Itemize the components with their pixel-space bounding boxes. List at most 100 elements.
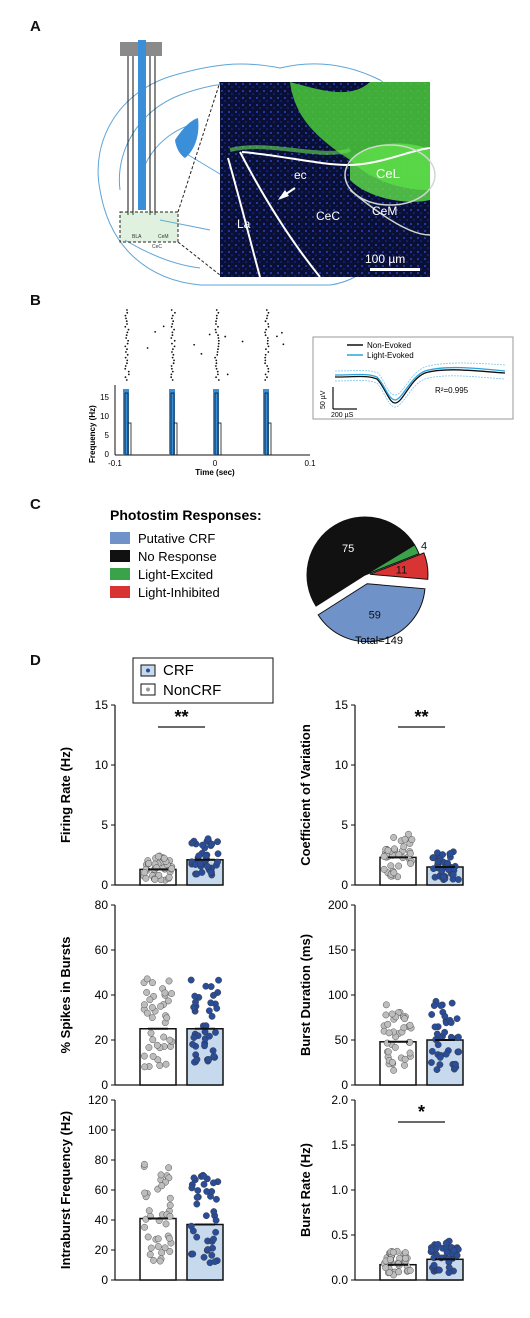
inset-r2: R²=0.995 bbox=[435, 386, 469, 395]
raster-spike bbox=[127, 328, 130, 331]
pie-total: Total=149 bbox=[355, 635, 403, 647]
raster-spike bbox=[216, 370, 219, 373]
micro-label-la: La bbox=[237, 217, 251, 231]
raster-spike bbox=[172, 320, 175, 323]
data-point bbox=[162, 1060, 170, 1068]
raster-spike bbox=[217, 337, 220, 339]
data-point bbox=[447, 1019, 455, 1026]
raster-spike bbox=[264, 373, 267, 376]
raster-spike bbox=[282, 343, 285, 346]
data-point bbox=[155, 852, 162, 860]
data-point bbox=[166, 1248, 174, 1255]
data-point bbox=[141, 1223, 148, 1231]
raster-spike bbox=[171, 370, 174, 373]
data-point bbox=[166, 1194, 174, 1202]
data-point bbox=[145, 1044, 153, 1051]
data-point bbox=[145, 1207, 153, 1215]
raster-spike bbox=[226, 373, 229, 376]
raster-spike bbox=[173, 339, 176, 342]
raster-spike bbox=[126, 353, 129, 356]
y-tick-label: 40 bbox=[95, 1213, 109, 1227]
data-point bbox=[207, 868, 215, 876]
raster-spike bbox=[217, 325, 219, 328]
raster-spike bbox=[146, 347, 149, 349]
data-point bbox=[193, 1200, 201, 1208]
raster-spike bbox=[266, 376, 268, 379]
raster-spike bbox=[200, 352, 203, 355]
bar-chart-4: 0 50 100 150 200 Burst Duration (ms) bbox=[298, 898, 464, 1092]
raster-spike bbox=[125, 337, 128, 339]
raster-spike bbox=[215, 317, 218, 320]
data-point bbox=[188, 1184, 196, 1192]
raster-spike bbox=[267, 323, 270, 325]
pie-legend-swatch bbox=[110, 550, 130, 562]
significance-marker: ** bbox=[174, 707, 188, 727]
raster-spike bbox=[215, 309, 218, 311]
raster-spike bbox=[171, 314, 174, 317]
raster-spike bbox=[266, 365, 269, 367]
data-point bbox=[141, 1001, 148, 1009]
data-point bbox=[188, 839, 196, 847]
zoom-box bbox=[119, 211, 179, 243]
raster-spike bbox=[170, 309, 173, 311]
micro-label-ec: ec bbox=[294, 168, 307, 182]
data-point bbox=[452, 1060, 459, 1068]
y-tick-label: 10 bbox=[335, 758, 349, 772]
raster-spike bbox=[265, 328, 267, 331]
data-point bbox=[436, 1053, 444, 1061]
data-point bbox=[380, 865, 388, 873]
data-point bbox=[161, 1244, 169, 1252]
y-tick-label: 50 bbox=[335, 1033, 349, 1047]
micro-label-cem: CeM bbox=[372, 204, 397, 218]
micrograph bbox=[220, 82, 436, 278]
data-point bbox=[187, 976, 195, 984]
raster-spike bbox=[126, 362, 128, 365]
data-point bbox=[208, 1251, 216, 1259]
data-point bbox=[141, 1189, 148, 1197]
raster-spike bbox=[124, 376, 127, 379]
pie-legend: Putative CRF No Response Light-Excited Ligh… bbox=[110, 531, 220, 600]
data-point bbox=[440, 873, 447, 881]
data-point bbox=[194, 1187, 202, 1194]
raster-spike bbox=[171, 323, 174, 325]
psth-xlabel: Time (sec) bbox=[195, 468, 235, 477]
data-point bbox=[158, 1182, 166, 1190]
pie-legend-swatch bbox=[110, 532, 130, 544]
psth-ylabel: Frequency (Hz) bbox=[88, 405, 97, 463]
psth-xtick-zero: 0 bbox=[213, 459, 218, 468]
y-tick-label: 15 bbox=[95, 698, 109, 712]
data-point bbox=[212, 1228, 220, 1236]
raster-spike bbox=[170, 373, 173, 376]
y-tick-label: 5 bbox=[101, 818, 108, 832]
atlas-label-cem: CeM bbox=[158, 234, 169, 240]
raster-spike bbox=[215, 331, 217, 334]
raster-spike bbox=[125, 334, 128, 337]
raster-spike bbox=[264, 362, 266, 365]
raster-spike bbox=[124, 314, 127, 317]
data-point bbox=[400, 843, 408, 851]
pie-legend-swatch bbox=[110, 586, 130, 598]
data-point bbox=[204, 835, 212, 843]
data-point bbox=[455, 1033, 462, 1041]
data-point bbox=[385, 1029, 393, 1037]
raster-spike bbox=[174, 311, 176, 314]
y-tick-label: 1.0 bbox=[331, 1183, 348, 1197]
data-point bbox=[382, 1011, 390, 1019]
data-point bbox=[434, 858, 442, 866]
data-point bbox=[156, 1257, 164, 1265]
data-point bbox=[384, 847, 392, 854]
data-point bbox=[454, 876, 462, 883]
raster-spike bbox=[215, 367, 218, 370]
data-point bbox=[189, 1250, 197, 1258]
atlas-label-bla: BLA bbox=[132, 234, 142, 240]
raster-spike bbox=[124, 325, 127, 328]
data-point bbox=[141, 1160, 148, 1168]
bar-charts: 0 5 10 15 Firing Rate (Hz) ** 0 5 10 15 Coefficien… bbox=[58, 698, 464, 1287]
data-point bbox=[211, 1258, 219, 1265]
raster-spike bbox=[215, 376, 217, 379]
raster-spike bbox=[214, 356, 216, 359]
raster-spike bbox=[172, 353, 175, 356]
data-point bbox=[196, 860, 204, 868]
data-point bbox=[453, 1015, 461, 1023]
y-tick-label: 200 bbox=[328, 898, 348, 912]
